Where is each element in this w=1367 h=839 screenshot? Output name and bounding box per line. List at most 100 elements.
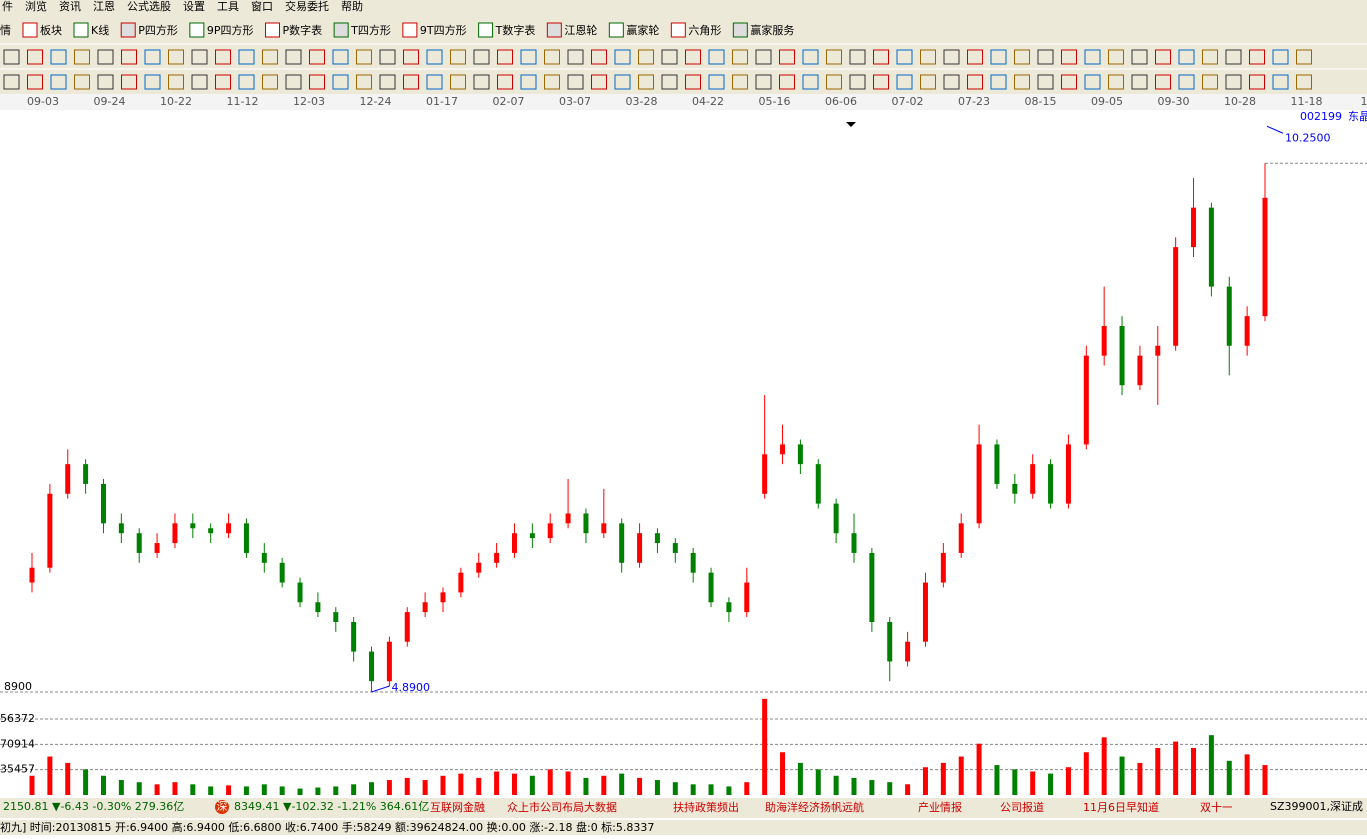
tool-icon[interactable]: [614, 49, 631, 65]
tool-icon[interactable]: [685, 49, 701, 65]
tool-icon[interactable]: [403, 74, 419, 90]
tool-icon[interactable]: [426, 49, 443, 65]
news-item[interactable]: 互联网金融: [430, 800, 485, 814]
tool-icon[interactable]: [379, 74, 396, 90]
tool-icon[interactable]: [1272, 49, 1289, 65]
toolbar-button[interactable]: 9T四方形: [420, 23, 467, 37]
tool-icon[interactable]: [497, 49, 513, 65]
tool-icon[interactable]: [1225, 49, 1242, 65]
menu-item[interactable]: 设置: [183, 0, 205, 13]
tool-icon[interactable]: [27, 74, 43, 90]
tool-icon[interactable]: [638, 74, 654, 90]
tool-icon[interactable]: [544, 74, 560, 90]
tool-icon[interactable]: [168, 49, 184, 65]
tool-icon[interactable]: [379, 49, 396, 65]
tool-icon[interactable]: [896, 49, 913, 65]
tool-icon[interactable]: [97, 74, 114, 90]
menu-item[interactable]: 窗口: [251, 0, 273, 13]
tool-icon[interactable]: [1296, 74, 1312, 90]
tool-icon[interactable]: [967, 49, 983, 65]
menu-item[interactable]: 工具: [217, 0, 239, 13]
tool-icon[interactable]: [1108, 74, 1124, 90]
tool-icon[interactable]: [50, 74, 67, 90]
tool-icon[interactable]: [1061, 49, 1077, 65]
tool-icon[interactable]: [332, 49, 349, 65]
toolbar-button[interactable]: 六角形: [688, 24, 721, 37]
tool-icon[interactable]: [802, 74, 819, 90]
news-item[interactable]: 扶持政策频出: [673, 800, 739, 814]
tool-icon[interactable]: [732, 74, 748, 90]
tool-icon[interactable]: [27, 49, 43, 65]
tool-icon[interactable]: [708, 74, 725, 90]
news-item[interactable]: 产业情报: [918, 800, 962, 814]
tool-icon[interactable]: [191, 74, 208, 90]
toolbar-button[interactable]: 9P四方形: [207, 23, 254, 37]
tool-icon[interactable]: [1061, 74, 1077, 90]
tool-icon[interactable]: [309, 74, 325, 90]
tool-icon[interactable]: [661, 49, 678, 65]
tool-icon[interactable]: [238, 74, 255, 90]
tool-icon[interactable]: [1225, 74, 1242, 90]
tool-icon[interactable]: [661, 74, 678, 90]
tool-icon[interactable]: [473, 49, 490, 65]
toolbar-button[interactable]: P四方形: [138, 23, 178, 37]
tool-icon[interactable]: [238, 49, 255, 65]
menu-item[interactable]: 公式选股: [127, 0, 171, 13]
tool-icon[interactable]: [849, 49, 866, 65]
tool-icon[interactable]: [943, 74, 960, 90]
tool-icon[interactable]: [1178, 74, 1195, 90]
tool-icon[interactable]: [1296, 49, 1312, 65]
tool-icon[interactable]: [849, 74, 866, 90]
tool-icon[interactable]: [262, 74, 278, 90]
tool-icon[interactable]: [1108, 49, 1124, 65]
tool-icon[interactable]: [168, 74, 184, 90]
tool-icon[interactable]: [755, 49, 772, 65]
toolbar-button[interactable]: 板块: [40, 23, 62, 37]
tool-icon[interactable]: [591, 74, 607, 90]
tool-icon[interactable]: [1178, 49, 1195, 65]
tool-icon[interactable]: [215, 49, 231, 65]
tool-icon[interactable]: [450, 74, 466, 90]
tool-icon[interactable]: [309, 49, 325, 65]
tool-icon[interactable]: [74, 49, 90, 65]
tool-icon[interactable]: [1084, 74, 1101, 90]
tool-icon[interactable]: [1249, 49, 1265, 65]
tool-icon[interactable]: [1202, 74, 1218, 90]
tool-icon[interactable]: [967, 74, 983, 90]
tool-icon[interactable]: [990, 49, 1007, 65]
menu-item[interactable]: 件: [2, 0, 13, 13]
tool-icon[interactable]: [755, 74, 772, 90]
tool-icon[interactable]: [732, 49, 748, 65]
tool-icon[interactable]: [473, 74, 490, 90]
tool-icon[interactable]: [121, 49, 137, 65]
toolbar-button[interactable]: P数字表: [283, 23, 323, 37]
tool-icon[interactable]: [1014, 74, 1030, 90]
tool-icon[interactable]: [779, 49, 795, 65]
tool-icon[interactable]: [121, 74, 137, 90]
tool-icon[interactable]: [1037, 74, 1054, 90]
tool-icon[interactable]: [1131, 74, 1148, 90]
toolbar-button[interactable]: T数字表: [495, 23, 536, 37]
tool-icon[interactable]: [356, 49, 372, 65]
toolbar-button[interactable]: 江恩轮: [564, 23, 597, 37]
tool-icon[interactable]: [614, 74, 631, 90]
tool-icon[interactable]: [1131, 49, 1148, 65]
tool-icon[interactable]: [1272, 74, 1289, 90]
tool-icon[interactable]: [191, 49, 208, 65]
tool-icon[interactable]: [215, 74, 231, 90]
news-item[interactable]: 众上市公司布局大数据: [507, 800, 617, 814]
tool-icon[interactable]: [1249, 74, 1265, 90]
tool-icon[interactable]: [520, 74, 537, 90]
tool-icon[interactable]: [826, 49, 842, 65]
tool-icon[interactable]: [426, 74, 443, 90]
menu-item[interactable]: 江恩: [93, 0, 115, 13]
tool-icon[interactable]: [3, 49, 20, 65]
tool-icon[interactable]: [1155, 49, 1171, 65]
tool-icon[interactable]: [685, 74, 701, 90]
tool-icon[interactable]: [520, 49, 537, 65]
tool-icon[interactable]: [638, 49, 654, 65]
menu-item[interactable]: 交易委托: [285, 0, 329, 13]
tool-icon[interactable]: [943, 49, 960, 65]
tool-icon[interactable]: [1037, 49, 1054, 65]
tool-icon[interactable]: [144, 49, 161, 65]
